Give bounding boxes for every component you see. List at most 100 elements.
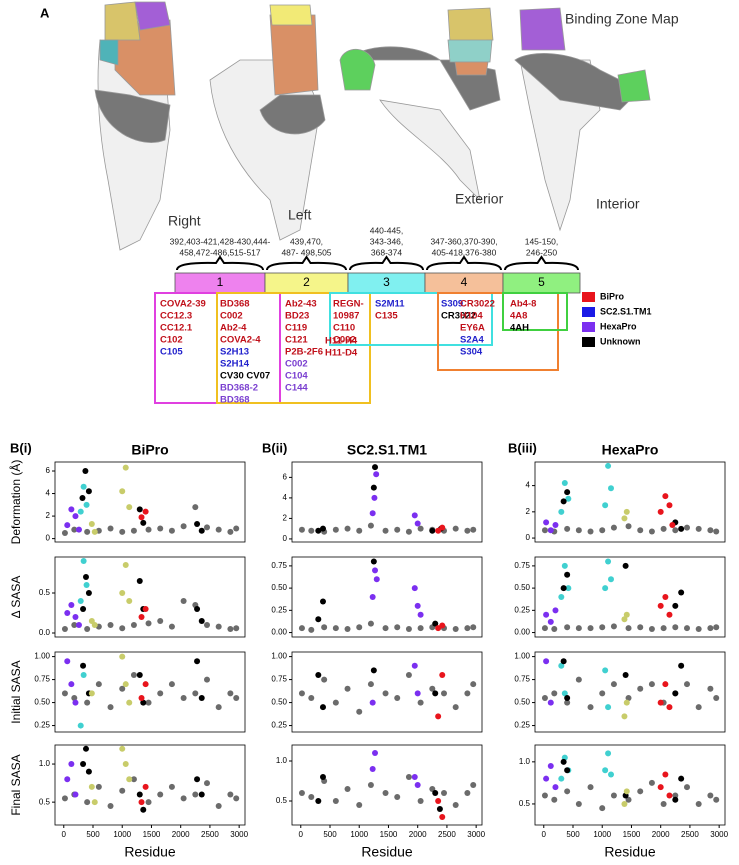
point — [298, 526, 305, 533]
point — [394, 694, 401, 701]
point — [192, 504, 199, 511]
point — [198, 791, 205, 798]
point — [91, 799, 98, 806]
point — [344, 525, 351, 532]
point — [61, 626, 68, 632]
point — [439, 814, 446, 820]
point — [332, 526, 339, 533]
point — [608, 485, 614, 492]
point — [88, 690, 95, 697]
point — [130, 527, 137, 534]
antibody: C121 — [285, 335, 308, 346]
point — [80, 671, 87, 678]
point — [344, 626, 351, 632]
point — [452, 802, 459, 808]
point — [560, 498, 567, 505]
y-tick-label: 0.00 — [514, 628, 530, 637]
point — [543, 775, 550, 782]
point — [541, 625, 548, 632]
x-tick-label: 0 — [299, 830, 304, 839]
point — [85, 488, 92, 495]
point — [564, 788, 571, 795]
point — [315, 671, 322, 678]
point — [145, 699, 152, 706]
point — [417, 699, 424, 706]
antibody: S309 — [441, 299, 463, 310]
point — [411, 512, 418, 519]
point — [372, 567, 379, 574]
axes-frame — [291, 556, 483, 638]
zone-brace — [176, 255, 264, 271]
point — [564, 694, 571, 701]
point — [72, 614, 79, 620]
point — [204, 524, 210, 531]
point — [356, 708, 363, 715]
point — [77, 722, 84, 729]
point — [602, 502, 609, 509]
point — [470, 782, 477, 788]
point — [194, 658, 201, 665]
point — [575, 800, 582, 807]
point — [558, 594, 565, 600]
point — [543, 519, 550, 526]
point — [75, 622, 82, 628]
y-tick-label: 0.5 — [519, 799, 531, 808]
point — [80, 606, 87, 612]
point — [298, 690, 305, 697]
point — [684, 784, 690, 791]
point — [68, 506, 75, 513]
point — [625, 523, 632, 530]
point — [168, 783, 175, 790]
y-tick-label: 0.25 — [34, 721, 50, 730]
point — [126, 776, 133, 783]
point — [119, 625, 126, 632]
point — [625, 625, 632, 632]
point — [107, 622, 114, 628]
antibody: S2H14 — [220, 359, 250, 370]
point — [157, 618, 164, 624]
antibody: C104 — [285, 371, 308, 382]
antibody: EY6A — [460, 323, 485, 334]
point — [319, 774, 326, 780]
legend-swatch — [582, 307, 595, 317]
point — [215, 526, 222, 533]
y-tick-label: 6 — [283, 472, 288, 481]
x-tick-label: 2000 — [172, 830, 190, 839]
point — [414, 690, 421, 697]
point — [72, 791, 79, 798]
axes-frame — [534, 651, 726, 733]
x-tick-label: 2000 — [409, 830, 427, 839]
point — [315, 798, 322, 804]
axes-frame — [534, 744, 726, 826]
zone-number: 5 — [538, 275, 545, 289]
antibody: Ab2-43 — [285, 299, 317, 310]
point — [308, 626, 315, 633]
point — [610, 524, 617, 531]
point — [145, 620, 152, 627]
x-tick-label: 3000 — [710, 830, 728, 839]
x-tick-label: 0 — [542, 830, 547, 839]
point — [551, 690, 558, 697]
point — [464, 625, 471, 632]
y-tick-label: 0.50 — [514, 698, 530, 707]
point — [215, 704, 222, 711]
point — [610, 681, 617, 688]
point — [621, 515, 628, 522]
point — [441, 790, 447, 796]
x-tick-label: 1000 — [113, 830, 131, 839]
point — [95, 681, 102, 688]
point — [373, 576, 380, 583]
point — [564, 489, 571, 496]
point — [605, 558, 612, 565]
point — [84, 799, 91, 806]
column-title: SC2.S1.TM1 — [347, 442, 427, 458]
panel-label: B(ii) — [262, 440, 287, 455]
y-tick-label: 4 — [46, 489, 51, 498]
point — [561, 479, 568, 486]
point — [227, 690, 234, 697]
point — [84, 626, 91, 632]
point — [77, 598, 84, 604]
point — [558, 508, 565, 515]
point — [192, 690, 199, 697]
x-tick-label: 1000 — [593, 830, 611, 839]
